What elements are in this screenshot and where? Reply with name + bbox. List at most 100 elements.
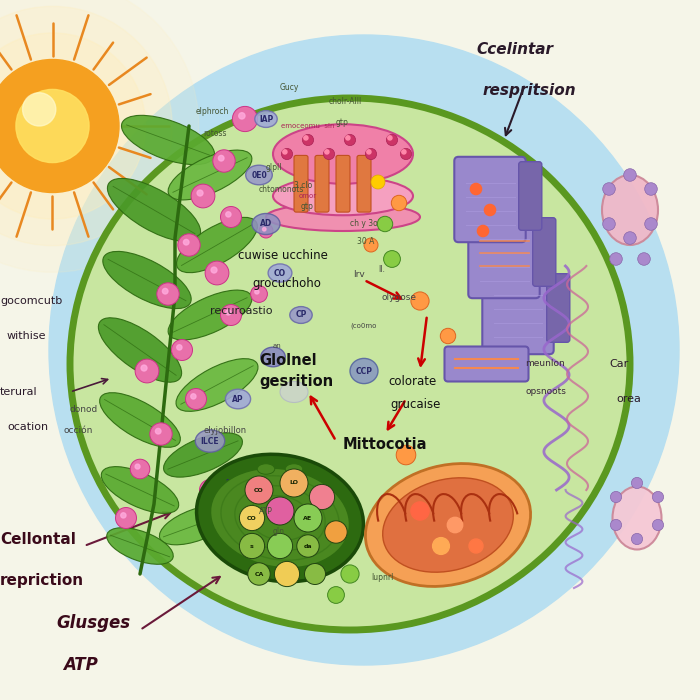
Circle shape (447, 517, 463, 533)
Circle shape (469, 539, 483, 553)
Circle shape (220, 206, 241, 228)
Ellipse shape (168, 290, 252, 340)
Circle shape (213, 150, 235, 172)
Circle shape (440, 328, 456, 344)
Text: ll.: ll. (378, 265, 385, 274)
Circle shape (391, 195, 407, 211)
Text: ATP: ATP (237, 528, 253, 536)
Text: opsnoots: opsnoots (525, 388, 566, 396)
Text: olygose: olygose (382, 293, 416, 302)
Ellipse shape (246, 165, 272, 185)
Circle shape (610, 253, 622, 265)
Circle shape (0, 6, 172, 246)
Ellipse shape (260, 347, 286, 367)
FancyBboxPatch shape (444, 346, 528, 382)
Circle shape (197, 190, 203, 196)
Ellipse shape (49, 35, 679, 665)
FancyBboxPatch shape (468, 213, 540, 298)
Circle shape (248, 563, 270, 585)
Text: meunlon: meunlon (525, 360, 565, 368)
Circle shape (341, 565, 359, 583)
Text: gesrition: gesrition (259, 374, 333, 389)
Circle shape (297, 535, 319, 557)
Text: grocuchoho: grocuchoho (252, 277, 321, 290)
Text: colorate: colorate (389, 375, 437, 388)
Text: withise: withise (7, 331, 46, 341)
Text: da: da (304, 543, 312, 549)
Circle shape (652, 491, 664, 503)
Circle shape (178, 234, 200, 256)
Ellipse shape (280, 382, 308, 402)
Text: CO: CO (247, 515, 257, 521)
Text: respritsion: respritsion (483, 83, 577, 99)
Text: grucaise: grucaise (391, 398, 441, 411)
Circle shape (204, 484, 210, 490)
Text: 0E0: 0E0 (251, 171, 267, 179)
Text: chtomonots: chtomonots (259, 185, 304, 193)
Circle shape (266, 497, 294, 525)
Circle shape (22, 92, 56, 126)
Text: AP: AP (232, 395, 244, 403)
FancyBboxPatch shape (454, 157, 526, 242)
Text: omor: omor (299, 193, 317, 199)
Text: 30 A: 30 A (357, 237, 374, 246)
Circle shape (177, 345, 182, 350)
Ellipse shape (107, 178, 201, 241)
Ellipse shape (102, 467, 178, 513)
Circle shape (304, 136, 308, 140)
Ellipse shape (195, 430, 225, 452)
Circle shape (155, 428, 161, 434)
Circle shape (624, 232, 636, 244)
Circle shape (396, 445, 416, 465)
Text: ocation: ocation (7, 422, 48, 432)
Ellipse shape (103, 251, 191, 309)
Circle shape (239, 533, 265, 559)
Ellipse shape (350, 358, 378, 384)
Text: 3 clo: 3 clo (294, 181, 312, 190)
Circle shape (355, 166, 373, 184)
Ellipse shape (602, 175, 658, 245)
Circle shape (262, 228, 266, 231)
FancyBboxPatch shape (533, 218, 556, 286)
Ellipse shape (234, 524, 256, 540)
Circle shape (610, 519, 622, 531)
Text: elyjobillon: elyjobillon (203, 426, 246, 435)
Circle shape (411, 292, 429, 310)
Circle shape (631, 477, 643, 489)
Circle shape (232, 106, 258, 132)
Text: s: s (250, 543, 254, 549)
Circle shape (183, 239, 189, 245)
Ellipse shape (273, 125, 413, 183)
Circle shape (367, 150, 371, 154)
Text: AD: AD (260, 220, 272, 228)
Circle shape (259, 224, 273, 238)
Ellipse shape (160, 505, 232, 545)
Circle shape (328, 587, 344, 603)
Circle shape (239, 505, 265, 531)
Ellipse shape (176, 217, 258, 273)
Circle shape (157, 283, 179, 305)
Text: ILCE: ILCE (201, 437, 219, 445)
FancyBboxPatch shape (294, 155, 308, 212)
Circle shape (364, 238, 378, 252)
Circle shape (325, 521, 347, 543)
Circle shape (0, 0, 199, 272)
Ellipse shape (220, 475, 242, 491)
Circle shape (255, 290, 259, 294)
Ellipse shape (266, 203, 420, 231)
Ellipse shape (225, 389, 251, 409)
Circle shape (638, 253, 650, 265)
Text: CCP: CCP (356, 367, 372, 375)
Ellipse shape (286, 463, 302, 475)
Circle shape (631, 533, 643, 545)
FancyBboxPatch shape (357, 155, 371, 212)
Circle shape (267, 533, 293, 559)
Text: Irv: Irv (354, 270, 365, 279)
Text: terural: terural (0, 387, 38, 397)
Circle shape (226, 211, 231, 217)
Ellipse shape (211, 468, 349, 568)
Text: Glolnel: Glolnel (259, 353, 316, 368)
Circle shape (344, 134, 356, 146)
Circle shape (280, 469, 308, 497)
Ellipse shape (258, 463, 274, 475)
